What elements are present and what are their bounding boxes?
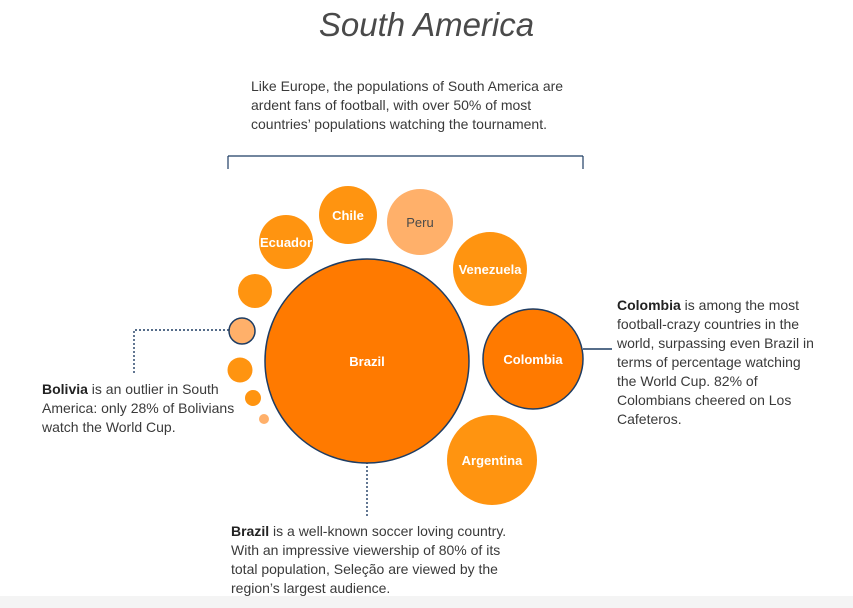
page-title: South America — [318, 6, 535, 43]
bubble-label-argentina: Argentina — [462, 453, 523, 468]
brazil-note-bold: Brazil — [231, 523, 270, 539]
bubble-label-ecuador: Ecuador — [260, 235, 312, 250]
intro-text: Like Europe, the populations of South Am… — [251, 78, 564, 132]
bubble-unlabeled-9 — [227, 357, 253, 383]
bubble-unlabeled-11 — [259, 414, 269, 424]
colombia-note-text: is among the most football-crazy countri… — [617, 297, 814, 427]
bolivia-note-text: is an outlier in South America: only 28%… — [42, 381, 235, 435]
bubble-colombia — [482, 308, 584, 410]
bolivia-note-bold: Bolivia — [42, 381, 88, 397]
bubble-peru — [387, 189, 453, 255]
brazil-note: Brazil is a well-known soccer loving cou… — [231, 522, 516, 598]
bubble-chile — [319, 186, 377, 244]
bubble-unlabeled-8 — [228, 317, 256, 345]
colombia-note: Colombia is among the most football-craz… — [617, 296, 817, 429]
brazil-note-text: is a well-known soccer loving country. W… — [231, 523, 507, 596]
bubble-label-colombia: Colombia — [503, 352, 563, 367]
bolivia-connector — [133, 329, 229, 374]
bubble-ecuador — [259, 215, 313, 269]
bubble-unlabeled-10 — [245, 390, 261, 406]
bubble-label-peru: Peru — [406, 215, 433, 230]
bubble-unlabeled-7 — [238, 274, 272, 308]
bubbles: Brazil Colombia Argentina Venezuela Peru Chil… — [227, 186, 584, 505]
bubble-venezuela — [453, 232, 527, 306]
footer-strip — [0, 596, 853, 608]
bubble-brazil — [264, 258, 470, 464]
intro-bracket — [227, 155, 584, 169]
colombia-note-bold: Colombia — [617, 297, 681, 313]
bolivia-note: Bolivia is an outlier in South America: … — [42, 380, 257, 437]
bubble-label-chile: Chile — [332, 208, 364, 223]
bubble-label-brazil: Brazil — [349, 354, 384, 369]
bubble-label-venezuela: Venezuela — [459, 262, 523, 277]
bubble-argentina — [447, 415, 537, 505]
